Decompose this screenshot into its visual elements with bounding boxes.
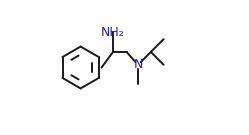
Text: NH₂: NH₂ <box>101 26 125 39</box>
Text: N: N <box>133 58 143 71</box>
